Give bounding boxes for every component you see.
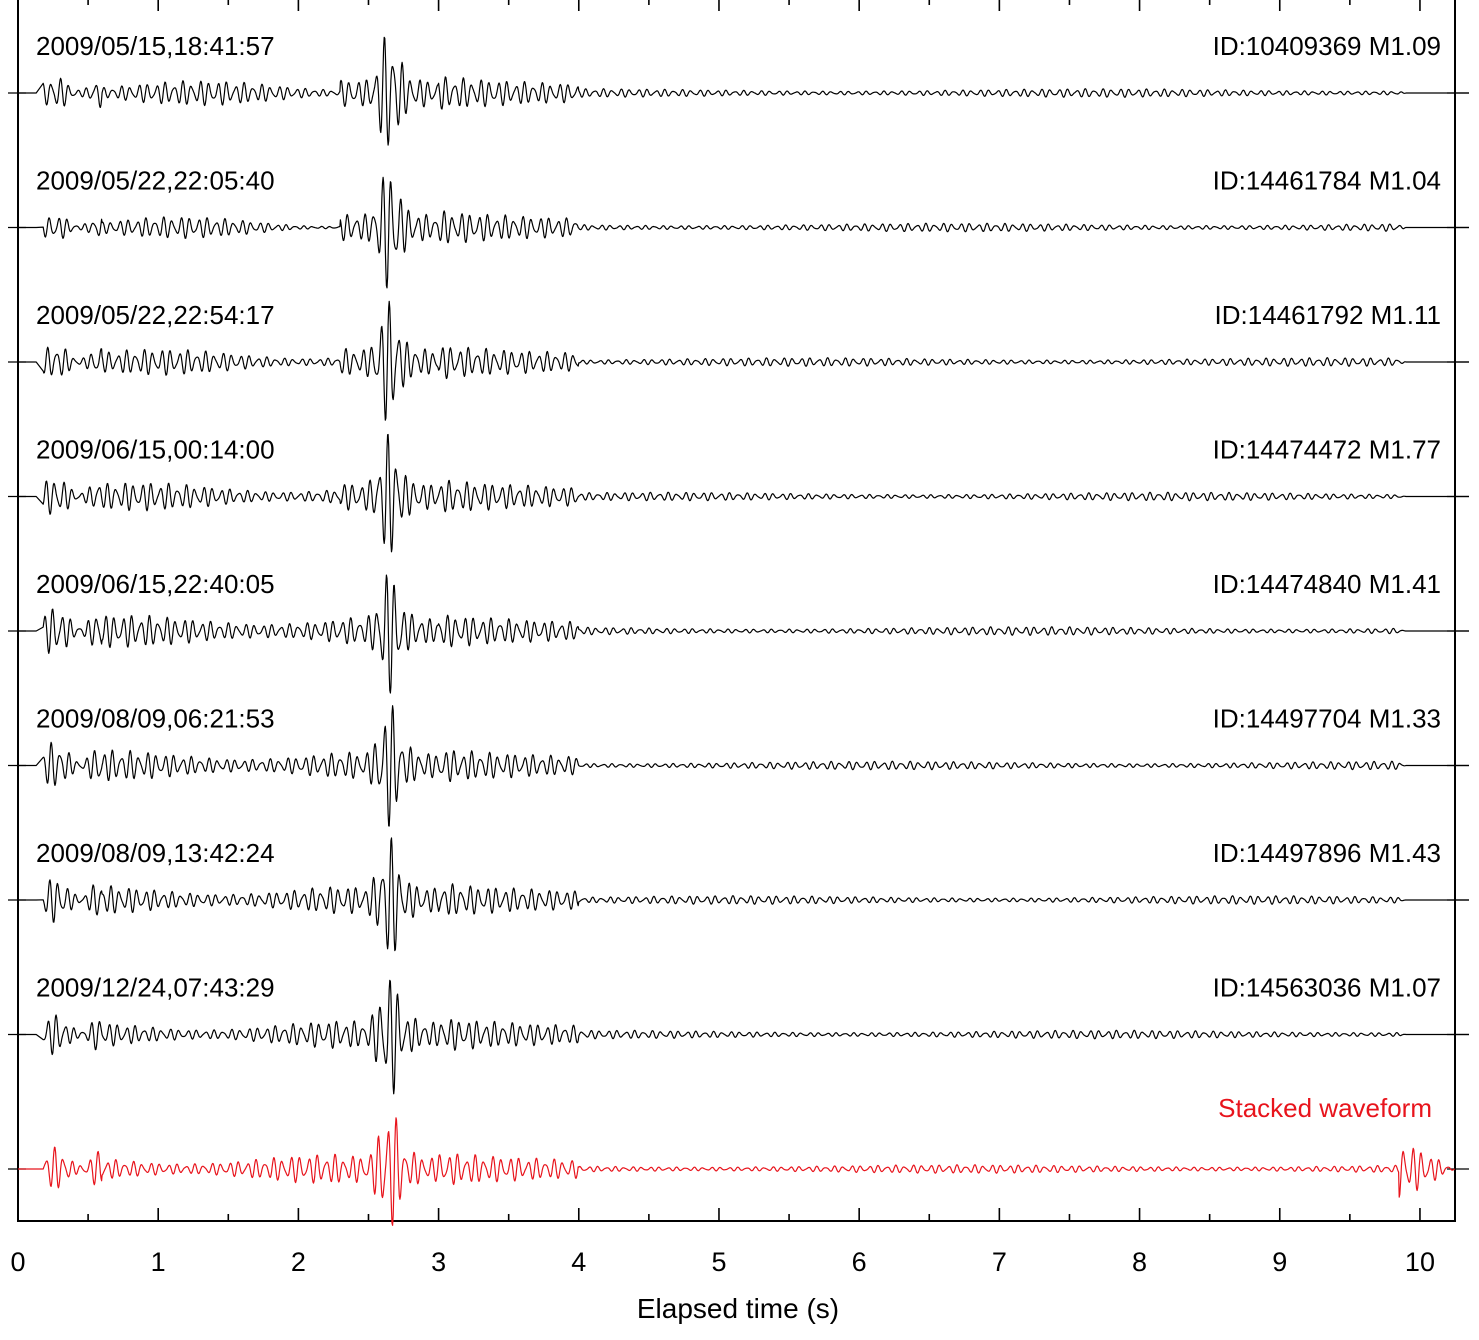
trace-id-label: ID:14461792 M1.11 bbox=[1215, 300, 1441, 330]
trace-id-label: ID:14497704 M1.33 bbox=[1213, 704, 1441, 734]
traces-group bbox=[8, 36, 1469, 1226]
x-axis: 0 1 2 3 4 5 6 7 8 9 10 bbox=[10, 0, 1435, 1277]
trace-date-label: 2009/08/09,13:42:24 bbox=[36, 838, 275, 868]
x-tick-label: 6 bbox=[852, 1247, 867, 1277]
stacked-waveform-trace bbox=[18, 1117, 1455, 1226]
trace-date-label: 2009/05/22,22:54:17 bbox=[36, 300, 275, 330]
waveform-trace bbox=[18, 979, 1469, 1095]
x-tick-label: 1 bbox=[151, 1247, 166, 1277]
trace-date-label: 2009/06/15,22:40:05 bbox=[36, 569, 275, 599]
stacked-waveform-label: Stacked waveform bbox=[1218, 1093, 1432, 1123]
trace-id-label: ID:10409369 M1.09 bbox=[1213, 31, 1441, 61]
waveform-trace bbox=[18, 433, 1469, 553]
trace-id-label: ID:14461784 M1.04 bbox=[1213, 166, 1441, 196]
trace-id-label: ID:14563036 M1.07 bbox=[1213, 973, 1441, 1003]
trace-date-label: 2009/05/22,22:05:40 bbox=[36, 166, 275, 196]
trace-date-label: 2009/06/15,00:14:00 bbox=[36, 435, 275, 465]
waveform-trace bbox=[18, 574, 1469, 694]
trace-id-label: ID:14474472 M1.77 bbox=[1213, 435, 1441, 465]
waveform-trace bbox=[18, 300, 1469, 421]
trace-id-label: ID:14497896 M1.43 bbox=[1213, 838, 1441, 868]
x-tick-label: 0 bbox=[10, 1247, 25, 1277]
x-tick-label: 8 bbox=[1132, 1247, 1147, 1277]
trace-date-label: 2009/05/15,18:41:57 bbox=[36, 31, 275, 61]
x-tick-label: 3 bbox=[431, 1247, 446, 1277]
trace-labels-group: 2009/05/15,18:41:57 ID:10409369 M1.09 2009… bbox=[36, 31, 1441, 1123]
waveform-trace bbox=[18, 705, 1469, 827]
trace-date-label: 2009/08/09,06:21:53 bbox=[36, 704, 275, 734]
waveform-trace bbox=[18, 176, 1469, 289]
x-tick-label: 5 bbox=[711, 1247, 726, 1277]
x-tick-label: 9 bbox=[1272, 1247, 1287, 1277]
x-axis-title: Elapsed time (s) bbox=[637, 1293, 839, 1324]
trace-id-label: ID:14474840 M1.41 bbox=[1213, 569, 1441, 599]
x-tick-label: 4 bbox=[571, 1247, 586, 1277]
waveform-trace bbox=[18, 837, 1469, 952]
x-tick-label: 7 bbox=[992, 1247, 1007, 1277]
x-tick-label: 10 bbox=[1405, 1247, 1435, 1277]
trace-date-label: 2009/12/24,07:43:29 bbox=[36, 973, 275, 1003]
plot-frame bbox=[17, 0, 1456, 1222]
waveform-trace bbox=[18, 36, 1469, 146]
x-tick-label: 2 bbox=[291, 1247, 306, 1277]
